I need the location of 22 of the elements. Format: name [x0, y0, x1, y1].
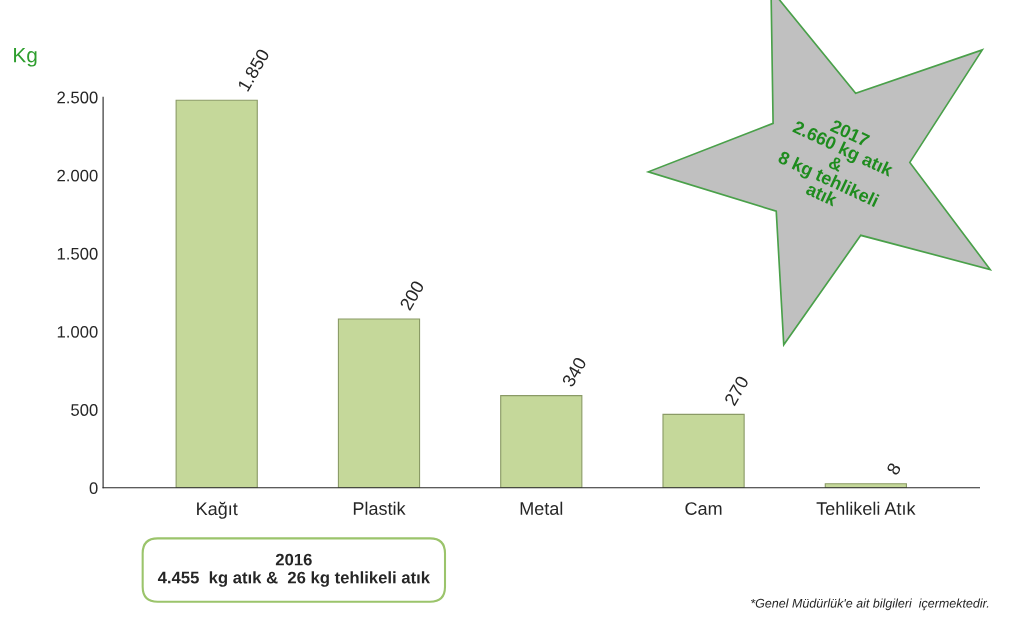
y-tick-label: 500: [71, 404, 98, 416]
bar: [500, 395, 583, 488]
annotation: 270: [723, 375, 750, 407]
y-axis-title: Kg: [14, 47, 37, 67]
bar: [175, 99, 258, 488]
x-tick-label: Metal: [520, 501, 563, 515]
text: *Genel Müdürlük'e ait bilgileri içermektedir.: [750, 598, 989, 611]
bar: [337, 318, 421, 488]
x-tick-label: Kağıt: [197, 501, 238, 519]
annotation: 340: [561, 356, 587, 388]
x-tick-label: Tehlikeli Atık: [816, 501, 916, 515]
x-tick-label: Plastik: [353, 501, 406, 515]
y-tick-label: 1.500: [57, 247, 98, 260]
text: 2016 4.455 kg atık & 26 kg tehlikeli atık: [157, 553, 431, 587]
y-tick-label: 1.000: [57, 325, 98, 338]
y-tick-label: 0: [89, 482, 98, 495]
y-tick-label: 2.500: [57, 91, 98, 104]
annotation: 8: [886, 462, 902, 476]
bar: [662, 413, 745, 488]
y-tick-label: 2.000: [57, 169, 98, 182]
x-tick-label: Cam: [685, 502, 722, 515]
annotation: 200: [399, 279, 425, 311]
